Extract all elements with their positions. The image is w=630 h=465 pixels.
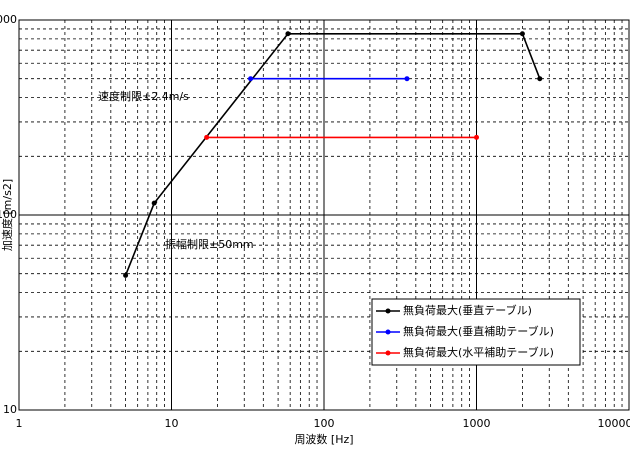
legend-label: 無負荷最大(水平補助テーブル) xyxy=(403,345,554,359)
annotation: 振幅制限±50mm xyxy=(165,237,254,251)
x-tick-label: 1000 xyxy=(463,417,491,430)
data-point xyxy=(474,135,479,140)
y-tick-label: 10 xyxy=(3,403,17,416)
y-tick-label: 100 xyxy=(0,208,17,221)
legend-marker xyxy=(386,330,391,335)
legend-label: 無負荷最大(垂直補助テーブル) xyxy=(403,324,554,338)
legend-marker xyxy=(386,351,391,356)
data-point xyxy=(404,76,409,81)
legend-label: 無負荷最大(垂直テーブル) xyxy=(403,303,532,317)
x-tick-label: 1 xyxy=(16,417,23,430)
y-tick-label: 1000 xyxy=(0,13,17,26)
data-point xyxy=(285,31,290,36)
x-tick-label: 10000 xyxy=(598,417,630,430)
data-point xyxy=(248,76,253,81)
x-tick-label: 100 xyxy=(314,417,335,430)
x-axis-label: 周波数 [Hz] xyxy=(294,433,353,446)
data-point xyxy=(520,31,525,36)
x-tick-label: 10 xyxy=(165,417,179,430)
legend-marker xyxy=(386,309,391,314)
data-point xyxy=(123,273,128,278)
annotation: 速度制限±2.4m/s xyxy=(98,89,189,103)
data-point xyxy=(537,76,542,81)
data-point xyxy=(152,201,157,206)
data-point xyxy=(204,135,209,140)
